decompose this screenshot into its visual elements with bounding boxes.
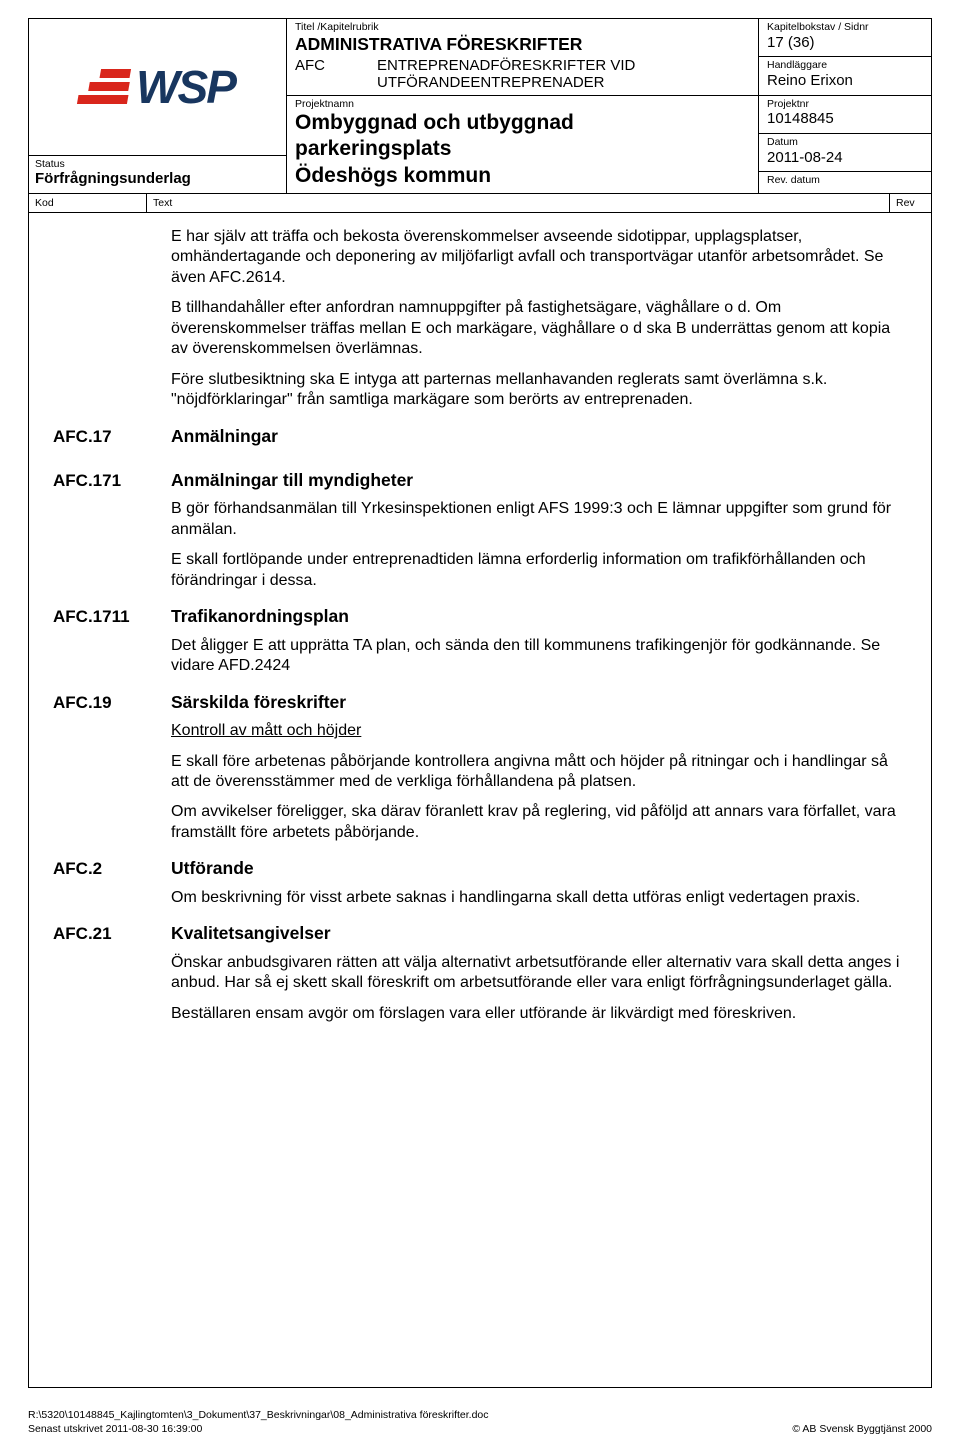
section-afc21: AFC.21 Kvalitetsangivelser Önskar anbuds…	[53, 922, 901, 1024]
afc-line: AFC ENTREPRENADFÖRESKRIFTER VID UTFÖRAND…	[295, 57, 750, 91]
status-value: Förfrågningsunderlag	[35, 170, 280, 189]
afc21-p1: Önskar anbudsgivaren rätten att välja al…	[171, 953, 901, 994]
handlaggare-label: Handläggare	[767, 59, 923, 72]
afc21-code: AFC.21	[53, 922, 171, 1024]
kapitel-value: 17 (36)	[767, 34, 923, 53]
logo-text: WSP	[136, 60, 235, 114]
titel-label: Titel /Kapitelrubrik	[295, 21, 750, 34]
datum-label: Datum	[767, 136, 923, 149]
afc19-title: Särskilda föreskrifter	[171, 691, 901, 713]
logo-bars-icon	[77, 69, 133, 104]
titel-value: ADMINISTRATIVA FÖRESKRIFTER	[295, 34, 750, 55]
projektnamn-line1: Ombyggnad och utbyggnad	[295, 111, 574, 134]
afc1711-p1: Det åligger E att upprätta TA plan, och …	[171, 636, 901, 677]
status-label: Status	[35, 158, 280, 171]
kapitel-cell: Kapitelbokstav / Sidnr 17 (36)	[759, 19, 931, 56]
projektnr-label: Projektnr	[767, 98, 923, 111]
afc19-code: AFC.19	[53, 691, 171, 844]
afc-code: AFC	[295, 57, 353, 91]
titel-cell: Titel /Kapitelrubrik ADMINISTRATIVA FÖRE…	[287, 19, 758, 95]
afc1711-code: AFC.1711	[53, 605, 171, 676]
kod-text-rev-row: Kod Text Rev	[29, 194, 931, 213]
header-left: WSP Status Förfrågningsunderlag	[29, 19, 287, 193]
logo-cell: WSP	[29, 19, 286, 155]
projektnamn-value: Ombyggnad och utbyggnad parkeringsplats …	[295, 110, 750, 189]
rev-label: Rev	[889, 194, 931, 212]
afc2-title: Utförande	[171, 857, 901, 879]
footer-left: R:\5320\10148845_Kajlingtomten\3_Dokumen…	[28, 1409, 489, 1435]
page-footer: R:\5320\10148845_Kajlingtomten\3_Dokumen…	[28, 1409, 932, 1435]
text-label: Text	[147, 194, 889, 212]
intro-p2: B tillhandahåller efter anfordran namnup…	[171, 298, 901, 359]
handlaggare-cell: Handläggare Reino Erixon	[759, 56, 931, 94]
wsp-logo: WSP	[80, 60, 235, 114]
intro-code-empty	[53, 227, 171, 411]
footer-path: R:\5320\10148845_Kajlingtomten\3_Dokumen…	[28, 1409, 489, 1421]
revdatum-cell: Rev. datum	[759, 171, 931, 193]
projektnamn-line2: parkeringsplats	[295, 137, 451, 160]
status-cell: Status Förfrågningsunderlag	[29, 155, 286, 193]
intro-p3: Före slutbesiktning ska E intyga att par…	[171, 370, 901, 411]
intro-body: E har själv att träffa och bekosta övere…	[171, 227, 901, 411]
afc19-subheading: Kontroll av mått och höjder	[171, 722, 361, 739]
afc171-title: Anmälningar till myndigheter	[171, 469, 901, 491]
kod-label: Kod	[29, 194, 147, 212]
footer-copyright: © AB Svensk Byggtjänst 2000	[792, 1423, 932, 1435]
afc-desc: ENTREPRENADFÖRESKRIFTER VID UTFÖRANDEENT…	[377, 57, 635, 91]
section-afc2: AFC.2 Utförande Om beskrivning för visst…	[53, 857, 901, 908]
afc21-p2: Beställaren ensam avgör om förslagen var…	[171, 1004, 901, 1024]
projektnamn-line3: Ödeshögs kommun	[295, 164, 491, 187]
intro-block: E har själv att träffa och bekosta övere…	[53, 227, 901, 411]
afc-desc-line2: UTFÖRANDEENTREPRENADER	[377, 74, 605, 91]
page: WSP Status Förfrågningsunderlag Titel /K…	[0, 0, 960, 1453]
afc-desc-line1: ENTREPRENADFÖRESKRIFTER VID	[377, 57, 635, 74]
afc19-p1: E skall före arbetenas påbörjande kontro…	[171, 752, 901, 793]
kapitel-label: Kapitelbokstav / Sidnr	[767, 21, 923, 34]
afc171-code: AFC.171	[53, 469, 171, 591]
projektnr-value: 10148845	[767, 110, 923, 129]
header-middle: Titel /Kapitelrubrik ADMINISTRATIVA FÖRE…	[287, 19, 759, 193]
section-afc1711: AFC.1711 Trafikanordningsplan Det åligge…	[53, 605, 901, 676]
afc17-code: AFC.17	[53, 425, 171, 455]
afc1711-title: Trafikanordningsplan	[171, 605, 901, 627]
projektnamn-cell: Projektnamn Ombyggnad och utbyggnad park…	[287, 95, 758, 193]
projektnamn-label: Projektnamn	[295, 98, 750, 111]
handlaggare-value: Reino Erixon	[767, 72, 923, 91]
header-block: WSP Status Förfrågningsunderlag Titel /K…	[29, 19, 931, 194]
section-afc171: AFC.171 Anmälningar till myndigheter B g…	[53, 469, 901, 591]
projektnr-cell: Projektnr 10148845	[759, 95, 931, 133]
section-afc19: AFC.19 Särskilda föreskrifter Kontroll a…	[53, 691, 901, 844]
intro-p1: E har själv att träffa och bekosta övere…	[171, 227, 901, 288]
afc21-title: Kvalitetsangivelser	[171, 922, 901, 944]
afc2-p1: Om beskrivning för visst arbete saknas i…	[171, 888, 901, 908]
afc17-title: Anmälningar	[171, 425, 901, 447]
section-afc17: AFC.17 Anmälningar	[53, 425, 901, 455]
document-frame: WSP Status Förfrågningsunderlag Titel /K…	[28, 18, 932, 1388]
datum-value: 2011-08-24	[767, 149, 923, 168]
datum-cell: Datum 2011-08-24	[759, 133, 931, 171]
document-body: E har själv att träffa och bekosta övere…	[29, 213, 931, 1387]
revdatum-label: Rev. datum	[767, 174, 923, 187]
afc19-p2: Om avvikelser föreligger, ska därav föra…	[171, 802, 901, 843]
footer-printed: Senast utskrivet 2011-08-30 16:39:00	[28, 1423, 489, 1435]
header-right: Kapitelbokstav / Sidnr 17 (36) Handlägga…	[759, 19, 931, 193]
afc171-p1: B gör förhandsanmälan till Yrkesinspekti…	[171, 499, 901, 540]
afc2-code: AFC.2	[53, 857, 171, 908]
afc171-p2: E skall fortlöpande under entreprenadtid…	[171, 550, 901, 591]
